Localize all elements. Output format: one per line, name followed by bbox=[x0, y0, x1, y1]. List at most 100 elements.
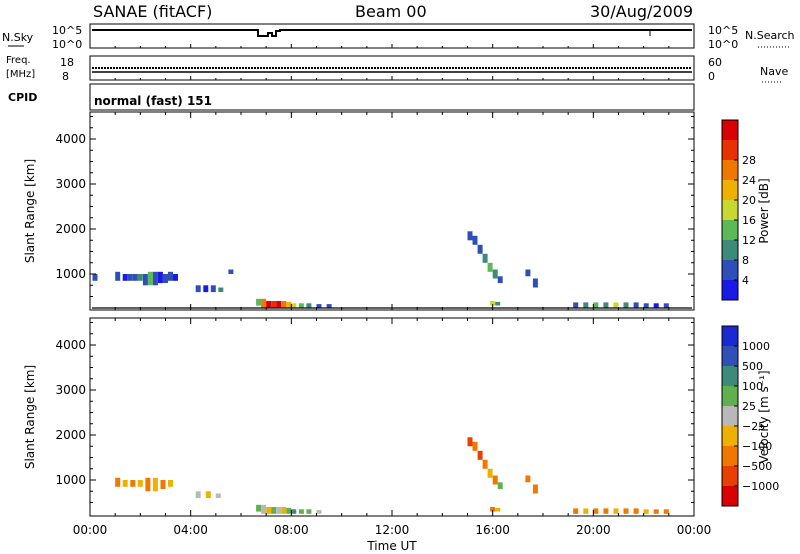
power-cell bbox=[306, 303, 312, 308]
power-cell bbox=[593, 302, 599, 308]
cpid-label: CPID bbox=[8, 91, 37, 104]
velocity-cell bbox=[205, 491, 211, 499]
power-colorbar-tick-label: 28 bbox=[742, 154, 756, 167]
power-cell bbox=[147, 271, 153, 286]
power-cell bbox=[532, 278, 538, 288]
power-colorbar-tick-label: 12 bbox=[742, 234, 756, 247]
velocity-cell bbox=[477, 450, 483, 460]
nsky-trace bbox=[92, 29, 692, 37]
velocity-cell bbox=[482, 459, 488, 469]
power-cell bbox=[276, 301, 282, 308]
velocity-cell bbox=[122, 480, 128, 487]
velocity-cell bbox=[663, 509, 669, 514]
velocity-panel: 1000 2000 3000 4000 Slant Range [km] bbox=[23, 317, 695, 517]
velocity-colorbar-tick-label: 100 bbox=[742, 380, 763, 393]
power-colorbar-segment bbox=[722, 240, 738, 261]
power-panel: 1000 2000 3000 4000 Slant Range [km] bbox=[23, 111, 695, 311]
velocity-colorbar-segment bbox=[722, 346, 738, 367]
power-cell bbox=[497, 276, 503, 284]
time-tick-label: 04:00 bbox=[173, 523, 208, 537]
power-colorbar-tick-label: 8 bbox=[742, 254, 749, 267]
velocity-cell bbox=[215, 493, 221, 498]
velocity-colorbar-tick-label: −500 bbox=[742, 460, 772, 473]
power-cell bbox=[613, 302, 619, 308]
power-ylabel: Slant Range [km] bbox=[23, 159, 37, 263]
velocity-colorbar-tick-label: 1000 bbox=[742, 340, 770, 353]
velocity-colorbar-tick-label: −100 bbox=[742, 440, 772, 453]
velocity-ytick-label: 4000 bbox=[55, 338, 86, 352]
velocity-cell bbox=[593, 508, 599, 514]
power-cell bbox=[115, 271, 121, 281]
cpid-strip-frame bbox=[89, 83, 695, 111]
power-colorbar-segment bbox=[722, 160, 738, 181]
power-cell bbox=[490, 301, 496, 306]
time-axis: 00:00 04:00 08:00 12:00 16:00 20:00 00:00 bbox=[73, 44, 711, 537]
velocity-cell bbox=[276, 507, 282, 514]
velocity-ylabel: Slant Range [km] bbox=[23, 365, 37, 469]
power-ytick-label: 2000 bbox=[55, 222, 86, 236]
velocity-colorbar-segment bbox=[722, 466, 738, 487]
velocity-cell bbox=[306, 509, 312, 514]
velocity-colorbar-tick-label: −25 bbox=[742, 420, 765, 433]
time-tick-label: 16:00 bbox=[475, 523, 510, 537]
velocity-cells bbox=[115, 437, 669, 514]
power-cell bbox=[163, 274, 168, 283]
cpid-text: normal (fast) 151 bbox=[94, 94, 212, 108]
freq-unit: [MHz] bbox=[6, 69, 35, 80]
velocity-cell bbox=[633, 508, 639, 514]
power-cell bbox=[316, 304, 322, 308]
freq-label: Freq. bbox=[6, 55, 31, 66]
velocity-cell bbox=[271, 507, 277, 514]
beam-title: Beam 00 bbox=[355, 2, 427, 21]
power-colorbar-segment bbox=[722, 220, 738, 241]
velocity-colorbar-segment bbox=[722, 326, 738, 347]
power-cell bbox=[168, 271, 173, 281]
velocity-cell bbox=[152, 477, 158, 492]
power-cell bbox=[132, 274, 138, 281]
nsearch-tick-bottom: 10^0 bbox=[708, 38, 738, 51]
nsky-tick-bottom: 10^0 bbox=[52, 38, 82, 51]
power-cell bbox=[603, 302, 609, 308]
power-cell bbox=[203, 285, 209, 293]
power-colorbar-segment bbox=[722, 200, 738, 221]
velocity-colorbar-label: Velocity [m s⁻¹] bbox=[757, 370, 771, 463]
power-ytick-label: 4000 bbox=[55, 132, 86, 146]
power-cell bbox=[583, 302, 589, 308]
power-cell bbox=[137, 274, 143, 281]
velocity-cell bbox=[266, 507, 272, 514]
power-colorbar-tick-label: 16 bbox=[742, 214, 756, 227]
power-ytick-label: 1000 bbox=[55, 267, 86, 281]
nsky-strip: N.Sky 10^5 10^0 10^5 10^0 N.Search bbox=[2, 23, 795, 51]
power-cell bbox=[152, 271, 158, 286]
velocity-cell bbox=[316, 510, 322, 514]
xlabel: Time UT bbox=[366, 539, 417, 553]
power-colorbar-segment bbox=[722, 280, 738, 301]
velocity-colorbar-segment bbox=[722, 426, 738, 447]
velocity-cell bbox=[532, 484, 538, 494]
power-cells bbox=[92, 231, 669, 308]
velocity-cell bbox=[583, 508, 589, 514]
time-tick-label: 12:00 bbox=[375, 523, 410, 537]
velocity-ytick-label: 2000 bbox=[55, 428, 86, 442]
power-cell bbox=[271, 301, 277, 308]
date-title: 30/Aug/2009 bbox=[590, 2, 693, 21]
velocity-cell bbox=[603, 508, 609, 514]
power-colorbar-tick-label: 4 bbox=[742, 274, 749, 287]
velocity-cell bbox=[195, 491, 201, 499]
velocity-cell bbox=[492, 475, 498, 485]
nsearch-label: N.Search bbox=[745, 29, 795, 42]
power-cell bbox=[643, 303, 649, 308]
power-cell bbox=[467, 231, 473, 241]
velocity-cell bbox=[623, 508, 629, 514]
velocity-cell bbox=[130, 480, 136, 487]
velocity-cell bbox=[261, 504, 267, 514]
velocity-cell bbox=[613, 508, 619, 514]
power-cell bbox=[157, 271, 163, 284]
velocity-cell bbox=[467, 437, 473, 447]
power-frame bbox=[89, 111, 695, 311]
power-cell bbox=[477, 244, 483, 254]
power-ytick-label: 3000 bbox=[55, 177, 86, 191]
velocity-colorbar-frame bbox=[721, 325, 739, 507]
freq-strip: Freq. [MHz] 18 8 60 0 Nave bbox=[6, 55, 788, 83]
